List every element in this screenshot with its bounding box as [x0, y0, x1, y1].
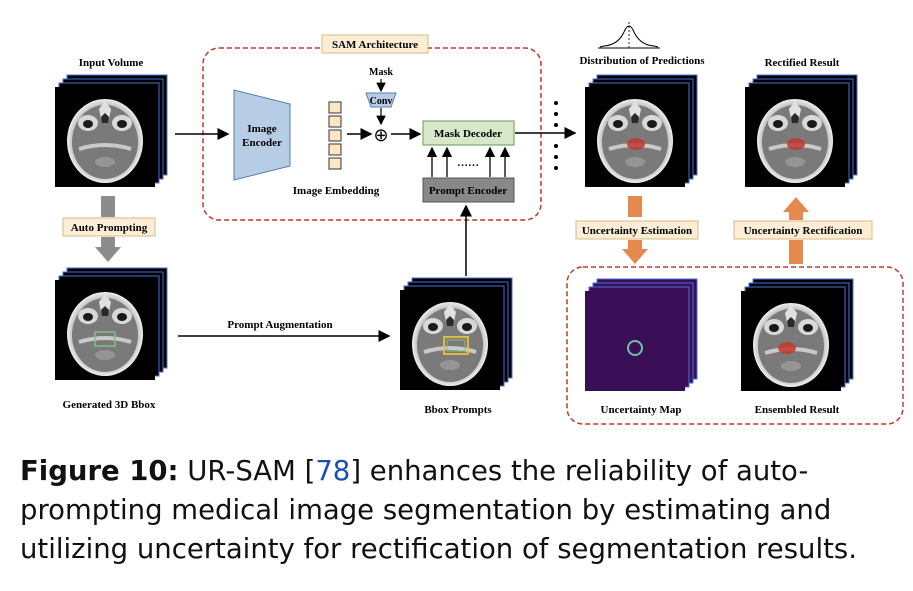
uncertainty-rectification-label: Uncertainty Rectification	[744, 225, 863, 237]
rectified-segmentation	[787, 138, 805, 150]
uncertainty-estimation-arrow-top	[628, 196, 642, 217]
input-volume-stack	[55, 75, 167, 187]
uncertainty-map-stack	[585, 278, 698, 391]
uncertainty-estimation-arrow-bottom	[628, 240, 642, 249]
ensembled-result-label: Ensembled Result	[755, 404, 840, 416]
auto-prompting-arrow	[95, 196, 121, 262]
mask-label: Mask	[369, 67, 393, 78]
caption-text-after-ref: ] enhances the reliability of auto-promp…	[20, 455, 857, 565]
bbox-prompts-stack	[400, 278, 512, 390]
ur-sam-diagram: SAM Architecture Input Volume Image Enco…	[0, 22, 904, 425]
caption-text-before-ref: UR-SAM [	[187, 455, 316, 487]
bbox-prompt-inner	[446, 339, 466, 352]
image-encoder-label-2: Encoder	[242, 137, 282, 149]
prediction-segmentation	[627, 138, 645, 150]
auto-prompting-tag	[62, 217, 156, 237]
ensembled-segmentation	[778, 342, 796, 354]
distribution-label: Distribution of Predictions	[579, 55, 705, 67]
uncertainty-rectification-arrowhead	[783, 197, 809, 212]
auto-prompting-label: Auto Prompting	[71, 222, 148, 234]
generated-bbox-rect	[94, 331, 116, 347]
predictions-stack	[585, 75, 697, 187]
prompt-encoder-label: Prompt Encoder	[429, 185, 507, 197]
prompt-encoder-block	[422, 177, 515, 203]
add-symbol: ⊕	[373, 125, 388, 146]
rectified-result-label: Rectified Result	[765, 57, 840, 69]
generated-bbox-label: Generated 3D Bbox	[63, 399, 156, 411]
uncertainty-estimation-tag	[575, 220, 699, 240]
bbox-prompts-label: Bbox Prompts	[424, 404, 492, 416]
image-encoder-label-1: Image	[247, 123, 276, 135]
generated-bbox-stack	[55, 268, 167, 380]
ensembled-result-stack	[741, 279, 853, 391]
caption-label: Figure 10:	[20, 455, 179, 487]
uncertainty-results-frame	[566, 266, 904, 425]
sam-architecture-tag	[321, 34, 429, 54]
uncertainty-map-label: Uncertainty Map	[601, 404, 682, 416]
image-embedding-label: Image Embedding	[293, 185, 380, 197]
mask-decoder-label: Mask Decoder	[434, 128, 502, 140]
bbox-prompt-outer	[443, 336, 469, 355]
prompt-augmentation-label: Prompt Augmentation	[227, 319, 332, 331]
figure-caption: Figure 10: UR-SAM [78] enhances the reli…	[20, 452, 900, 569]
uncertainty-rectification-arrow-bottom	[789, 240, 803, 264]
conv-label: Conv	[370, 96, 393, 107]
uncertainty-rectification-tag	[733, 220, 873, 240]
uncertainty-estimation-label: Uncertainty Estimation	[582, 225, 692, 237]
uncertainty-rectification-arrow-top	[789, 212, 803, 220]
image-embedding-cells	[328, 101, 342, 170]
prompt-to-decoder-arrows	[426, 146, 511, 177]
rectified-result-stack	[745, 75, 857, 187]
sam-architecture-title: SAM Architecture	[332, 39, 418, 51]
input-volume-label: Input Volume	[79, 57, 144, 69]
mask-decoder-block	[422, 120, 515, 146]
prompt-ellipsis: ……	[457, 157, 479, 169]
caption-reference-link[interactable]: 78	[315, 455, 351, 487]
uncertainty-estimation-arrowhead	[622, 249, 648, 264]
uncertainty-ring	[627, 340, 643, 356]
conv-block	[365, 92, 397, 108]
prediction-dots	[554, 101, 558, 170]
image-encoder-block	[233, 89, 291, 181]
